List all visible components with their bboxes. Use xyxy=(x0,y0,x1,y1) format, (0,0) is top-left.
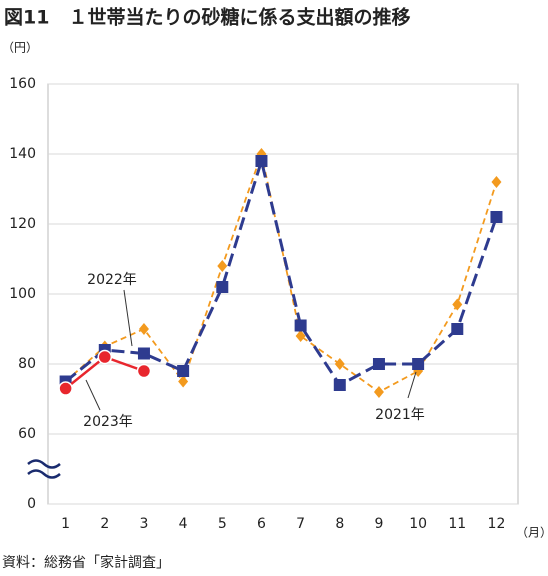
marker xyxy=(97,349,113,365)
marker xyxy=(137,347,150,360)
x-tick-label: 6 xyxy=(257,516,266,532)
series-label: 2023年 xyxy=(83,414,133,430)
series-label: 2022年 xyxy=(87,272,137,288)
marker xyxy=(178,375,189,388)
marker xyxy=(177,365,190,377)
marker xyxy=(334,358,345,370)
x-tick-label: 5 xyxy=(218,516,227,532)
leader-line xyxy=(85,379,101,411)
x-tick-label: 7 xyxy=(296,516,305,532)
axis-break xyxy=(27,469,61,479)
marker xyxy=(255,155,268,167)
x-tick-label: 8 xyxy=(335,516,344,532)
y-tick-label: 160 xyxy=(9,76,36,92)
y-tick-label: 140 xyxy=(9,146,36,162)
x-tick-label: 4 xyxy=(179,516,188,532)
x-tick-label: 12 xyxy=(488,516,506,532)
y-tick-label: 80 xyxy=(18,356,36,372)
x-unit: （月） xyxy=(516,526,548,540)
marker xyxy=(216,281,229,293)
chart-title: 図11 １世帯当たりの砂糖に係る支出額の推移 xyxy=(4,6,410,29)
marker xyxy=(452,298,463,311)
x-tick-label: 11 xyxy=(448,516,466,532)
marker xyxy=(138,323,149,335)
x-tick-label: 2 xyxy=(100,516,109,532)
marker xyxy=(217,260,228,272)
y-tick-label: 120 xyxy=(9,216,36,232)
marker xyxy=(491,176,502,188)
marker xyxy=(372,358,385,370)
y-unit: （円） xyxy=(2,41,38,55)
series-label: 2021年 xyxy=(375,407,425,423)
y-tick-label: 100 xyxy=(9,286,36,302)
leader-line xyxy=(123,289,133,347)
source: 資料：総務省「家計調査」 xyxy=(2,554,170,571)
axis-break xyxy=(27,459,61,469)
y-tick-label: 0 xyxy=(27,496,36,512)
marker xyxy=(412,358,425,370)
marker xyxy=(58,381,73,396)
leader-line xyxy=(407,371,417,399)
x-tick-label: 10 xyxy=(409,516,427,532)
x-tick-label: 9 xyxy=(374,516,383,532)
x-tick-label: 3 xyxy=(139,516,148,532)
x-tick-label: 1 xyxy=(61,516,70,532)
y-tick-label: 60 xyxy=(18,426,36,442)
marker xyxy=(373,386,384,398)
marker xyxy=(333,379,346,391)
marker xyxy=(490,211,503,223)
series-line xyxy=(64,155,498,387)
marker xyxy=(136,363,152,379)
marker xyxy=(451,323,464,335)
marker xyxy=(294,319,307,332)
marker xyxy=(295,330,306,342)
